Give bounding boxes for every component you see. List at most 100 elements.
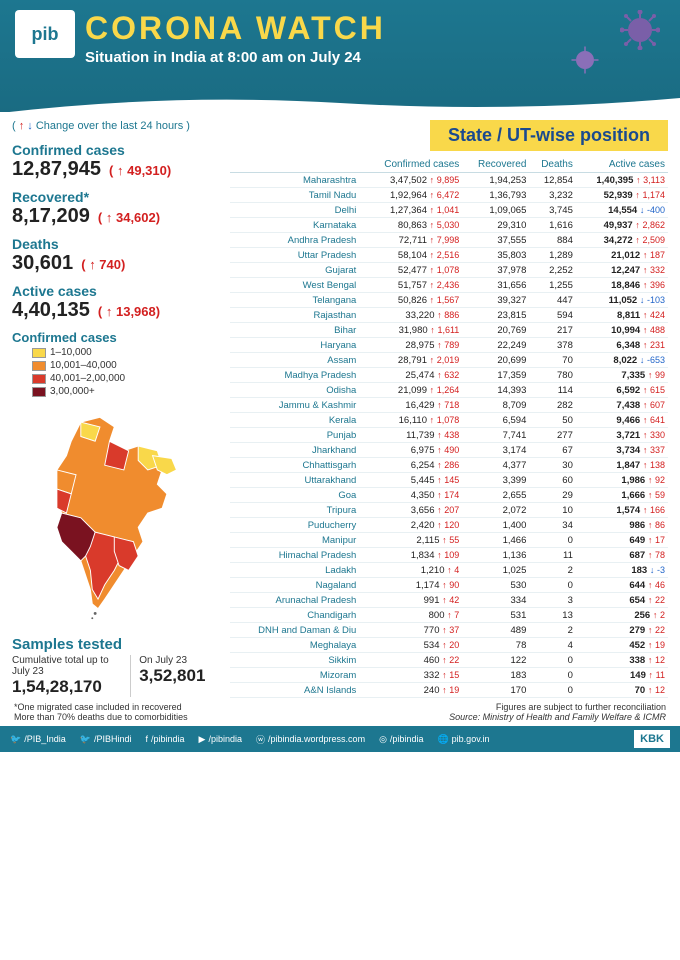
footer-link[interactable]: ▶/pibindia — [199, 734, 242, 745]
table-row: Haryana 28,975 ↑ 789 22,249 378 6,348 ↑ … — [230, 338, 668, 353]
india-map — [12, 403, 207, 623]
confirmed: 2,115 ↑ 55 — [362, 533, 462, 548]
deaths: 3 — [529, 593, 576, 608]
recovered: 31,656 — [462, 278, 529, 293]
footer-link[interactable]: ◎/pibindia — [379, 734, 423, 745]
confirmed: 52,477 ↑ 1,078 — [362, 263, 462, 278]
recovered: 78 — [462, 638, 529, 653]
deaths: 114 — [529, 383, 576, 398]
state-name: Haryana — [230, 338, 362, 353]
stat-change: ( ↑ 740) — [78, 257, 126, 272]
left-column: ( ↑ ↓ Change over the last 24 hours ) Co… — [12, 120, 224, 698]
social-icon: 🐦 — [10, 734, 21, 745]
confirmed: 1,92,964 ↑ 6,472 — [362, 188, 462, 203]
confirmed: 240 ↑ 19 — [362, 683, 462, 698]
recovered: 170 — [462, 683, 529, 698]
confirmed: 80,863 ↑ 5,030 — [362, 218, 462, 233]
cumulative-label: Cumulative total up to July 23 — [12, 655, 122, 677]
footer-links: 🐦/PIB_India🐦/PIBHindif/pibindia▶/pibindi… — [10, 733, 490, 746]
active: 9,466 ↑ 641 — [576, 413, 668, 428]
state-name: Sikkim — [230, 653, 362, 668]
table-row: Manipur 2,115 ↑ 55 1,466 0 649 ↑ 17 — [230, 533, 668, 548]
recovered: 1,09,065 — [462, 203, 529, 218]
legend-label: 10,001–40,000 — [50, 360, 117, 371]
active: 12,247 ↑ 332 — [576, 263, 668, 278]
recovered: 4,377 — [462, 458, 529, 473]
recovered: 1,466 — [462, 533, 529, 548]
state-name: Kerala — [230, 413, 362, 428]
deaths: 4 — [529, 638, 576, 653]
deaths: 12,854 — [529, 173, 576, 188]
social-icon: ⓦ — [256, 733, 265, 746]
header-wave — [0, 93, 680, 113]
social-text: /PIBHindi — [94, 734, 132, 744]
confirmed: 6,975 ↑ 490 — [362, 443, 462, 458]
stat-label: Recovered* — [12, 189, 224, 205]
state-name: Meghalaya — [230, 638, 362, 653]
recovered: 1,400 — [462, 518, 529, 533]
confirmed: 991 ↑ 42 — [362, 593, 462, 608]
recovered: 489 — [462, 623, 529, 638]
table-header — [230, 157, 362, 173]
footer-link[interactable]: f/pibindia — [146, 734, 185, 744]
confirmed: 11,739 ↑ 438 — [362, 428, 462, 443]
active: 3,734 ↑ 337 — [576, 443, 668, 458]
active: 70 ↑ 12 — [576, 683, 668, 698]
table-row: Goa 4,350 ↑ 174 2,655 29 1,666 ↑ 59 — [230, 488, 668, 503]
footer-link[interactable]: 🐦/PIB_India — [10, 734, 66, 745]
recovered: 39,327 — [462, 293, 529, 308]
table-row: Sikkim 460 ↑ 22 122 0 338 ↑ 12 — [230, 653, 668, 668]
right-column: State / UT-wise position Confirmed cases… — [230, 120, 668, 698]
confirmed: 16,429 ↑ 718 — [362, 398, 462, 413]
table-row: Meghalaya 534 ↑ 20 78 4 452 ↑ 19 — [230, 638, 668, 653]
virus-icon-large — [620, 10, 660, 50]
footer-link[interactable]: 🌐pib.gov.in — [437, 734, 489, 745]
legend-swatch — [32, 361, 46, 371]
table-row: Odisha 21,099 ↑ 1,264 14,393 114 6,592 ↑… — [230, 383, 668, 398]
deaths: 0 — [529, 683, 576, 698]
state-name: Bihar — [230, 323, 362, 338]
table-header: Recovered — [462, 157, 529, 173]
recovered: 37,978 — [462, 263, 529, 278]
state-name: Arunachal Pradesh — [230, 593, 362, 608]
state-name: Jammu & Kashmir — [230, 398, 362, 413]
footer-link[interactable]: ⓦ/pibindia.wordpress.com — [256, 733, 365, 746]
footnotes: *One migrated case included in recovered… — [0, 698, 680, 726]
deaths: 0 — [529, 533, 576, 548]
active: 649 ↑ 17 — [576, 533, 668, 548]
table-row: Karnataka 80,863 ↑ 5,030 29,310 1,616 49… — [230, 218, 668, 233]
active: 654 ↑ 22 — [576, 593, 668, 608]
table-row: Madhya Pradesh 25,474 ↑ 632 17,359 780 7… — [230, 368, 668, 383]
active: 6,592 ↑ 615 — [576, 383, 668, 398]
table-row: Chhattisgarh 6,254 ↑ 286 4,377 30 1,847 … — [230, 458, 668, 473]
confirmed: 800 ↑ 7 — [362, 608, 462, 623]
recovered: 14,393 — [462, 383, 529, 398]
state-banner: State / UT-wise position — [430, 120, 668, 151]
stat-block: Deaths 30,601 ( ↑ 740) — [12, 236, 224, 275]
confirmed: 3,47,502 ↑ 9,895 — [362, 173, 462, 188]
table-row: Telangana 50,826 ↑ 1,567 39,327 447 11,0… — [230, 293, 668, 308]
confirmed: 58,104 ↑ 2,516 — [362, 248, 462, 263]
body-area: ( ↑ ↓ Change over the last 24 hours ) Co… — [0, 112, 680, 698]
confirmed: 28,791 ↑ 2,019 — [362, 353, 462, 368]
recovered: 7,741 — [462, 428, 529, 443]
active: 687 ↑ 78 — [576, 548, 668, 563]
deaths: 277 — [529, 428, 576, 443]
confirmed: 72,711 ↑ 7,998 — [362, 233, 462, 248]
table-row: Punjab 11,739 ↑ 438 7,741 277 3,721 ↑ 33… — [230, 428, 668, 443]
stat-label: Confirmed cases — [12, 142, 224, 158]
deaths: 780 — [529, 368, 576, 383]
state-name: Karnataka — [230, 218, 362, 233]
deaths: 50 — [529, 413, 576, 428]
page-title: CORONA WATCH — [15, 10, 665, 47]
legend-item: 40,001–2,00,000 — [32, 373, 224, 384]
table-row: Gujarat 52,477 ↑ 1,078 37,978 2,252 12,2… — [230, 263, 668, 278]
footer-link[interactable]: 🐦/PIBHindi — [80, 734, 132, 745]
table-row: Maharashtra 3,47,502 ↑ 9,895 1,94,253 12… — [230, 173, 668, 188]
confirmed: 3,656 ↑ 207 — [362, 503, 462, 518]
table-row: Kerala 16,110 ↑ 1,078 6,594 50 9,466 ↑ 6… — [230, 413, 668, 428]
active: 986 ↑ 86 — [576, 518, 668, 533]
table-row: Jammu & Kashmir 16,429 ↑ 718 8,709 282 7… — [230, 398, 668, 413]
active: 6,348 ↑ 231 — [576, 338, 668, 353]
virus-icon-small — [570, 45, 600, 75]
